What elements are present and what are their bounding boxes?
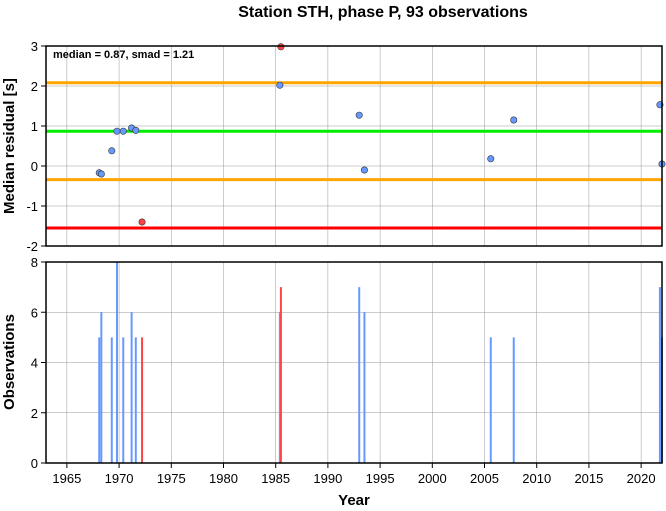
x-tick-label: 1965 — [52, 471, 81, 486]
residual-plot-frame — [45, 45, 663, 247]
residual-point — [108, 147, 116, 155]
observations-y-tick-label: 2 — [31, 406, 38, 421]
residual-y-tick-label: 1 — [31, 119, 38, 134]
observations-y-tick-label: 6 — [31, 305, 38, 320]
residual-y-tick-label: 2 — [31, 79, 38, 94]
x-tick-label: 1970 — [105, 471, 134, 486]
residual-point — [97, 170, 105, 178]
residual-panel: -2 -1 0 1 2 3 median = 0.87, smad = 1.21 Medi… — [1, 39, 666, 254]
residual-annotation: median = 0.87, smad = 1.21 — [53, 49, 194, 61]
x-tick-label: 1990 — [313, 471, 342, 486]
x-tick-label: 2000 — [418, 471, 447, 486]
x-tick-label: 1975 — [157, 471, 186, 486]
residual-y-tick-label: -1 — [26, 199, 38, 214]
x-tick-label: 2015 — [574, 471, 603, 486]
residual-point — [119, 127, 127, 135]
x-tick-label: 2010 — [522, 471, 551, 486]
observations-y-tick-label: 4 — [31, 356, 38, 371]
x-tick-label: 1980 — [209, 471, 238, 486]
observations-y-axis-label: Observations — [1, 314, 18, 410]
residual-point — [360, 166, 368, 174]
observations-plot-frame — [45, 261, 663, 464]
residual-point — [138, 218, 146, 226]
residual-y-tick-label: 3 — [31, 39, 38, 54]
x-tick-label: 2020 — [627, 471, 656, 486]
residual-point — [132, 126, 140, 134]
residual-point — [355, 111, 363, 119]
x-axis-label: Year — [338, 492, 370, 509]
residual-point — [277, 43, 285, 51]
residual-point — [113, 127, 121, 135]
x-tick-label: 1985 — [261, 471, 290, 486]
x-tick-label: 1995 — [366, 471, 395, 486]
chart-title: Station STH, phase P, 93 observations — [238, 4, 528, 21]
residual-point — [276, 81, 284, 89]
residual-y-tick-label: -2 — [26, 239, 38, 254]
residual-y-tick-label: 0 — [31, 159, 38, 174]
residual-point — [487, 155, 495, 163]
observations-y-tick-label: 0 — [31, 456, 38, 471]
x-tick-label: 2005 — [470, 471, 499, 486]
residual-point — [510, 116, 518, 124]
observations-panel: 0 2 4 6 8 1965 1970 1975 1980 1985 1990 1995 2000 20… — [1, 255, 663, 509]
observations-y-tick-label: 8 — [31, 255, 38, 270]
residual-y-axis-label: Median residual [s] — [1, 78, 18, 214]
